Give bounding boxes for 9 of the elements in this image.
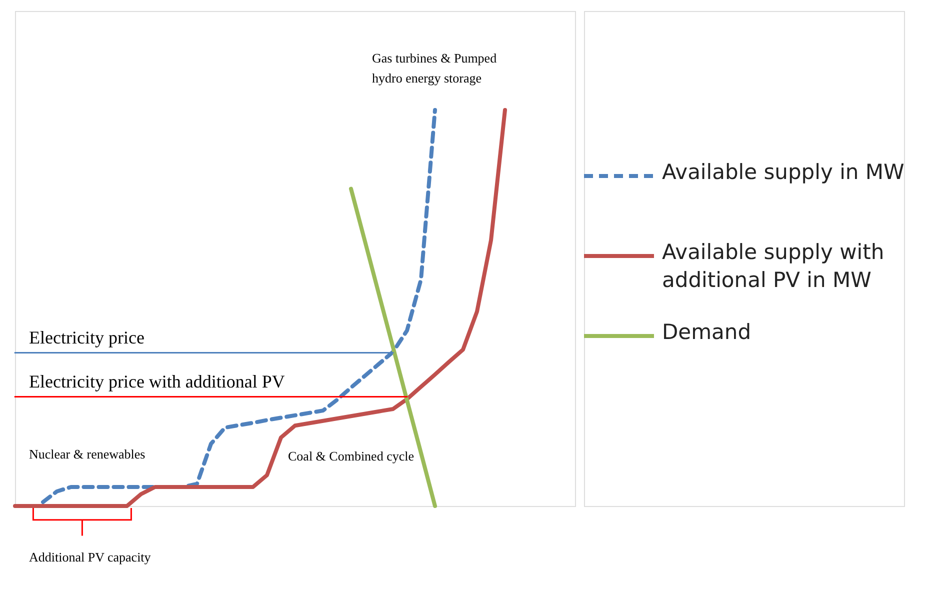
legend-label: Available supply with additional PV in MW [662,240,884,292]
annotation: Electricity price [29,328,144,348]
text: Additional PV capacity [29,549,152,564]
legend-label: Available supply in MW [662,160,905,184]
annotation: Coal & Combined cycle [288,448,414,464]
text: Gas turbines & Pumped hydro energy storage [372,50,498,86]
annotation: Nuclear & renewables [29,446,146,462]
annotation: Electricity price with additional PV [29,372,285,392]
legend-label: Demand [662,320,752,344]
